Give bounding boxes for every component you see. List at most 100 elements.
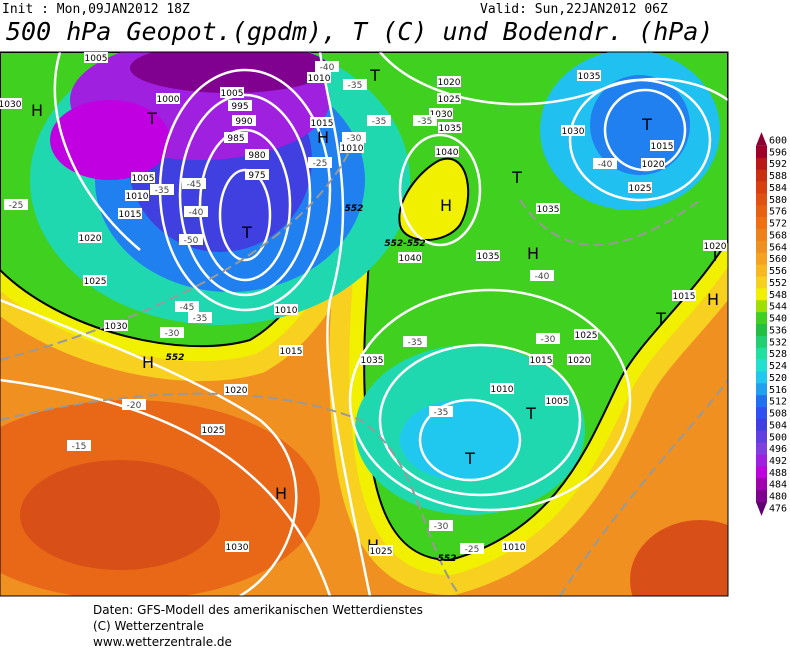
isobar-label: 1005 xyxy=(546,397,569,407)
colorbar-cell xyxy=(756,466,767,479)
temperature-label-box xyxy=(122,399,146,410)
isobar-label-box xyxy=(340,142,364,153)
isobar-label-box xyxy=(369,545,393,556)
isobar-label: 1015 xyxy=(530,356,553,366)
isobar-label: 1025 xyxy=(370,547,393,557)
colorbar-cell xyxy=(756,264,767,277)
colorbar-cell xyxy=(756,181,767,194)
temperature-label: -45 xyxy=(180,303,195,313)
colorbar-label: 564 xyxy=(769,242,787,253)
isobar-label: 1015 xyxy=(651,142,674,152)
temperature-label-box xyxy=(315,61,339,72)
colorbar-cell xyxy=(756,157,767,170)
temperature-label-box xyxy=(536,333,560,344)
isobar-label: 1020 xyxy=(568,356,591,366)
colorbar-cell xyxy=(756,430,767,443)
colorbar-label: 568 xyxy=(769,230,787,241)
pressure-center: H xyxy=(31,101,43,120)
isobar-label: 1030 xyxy=(105,322,128,332)
isobar-label-box xyxy=(628,182,652,193)
isobar-label: 990 xyxy=(235,117,252,127)
isobar-label-box xyxy=(672,290,696,301)
colorbar-cell xyxy=(756,276,767,289)
footer-line: Daten: GFS-Modell des amerikanischen Wet… xyxy=(93,603,423,617)
isobar-label-box xyxy=(131,172,155,183)
isobar-label-box xyxy=(224,384,248,395)
pressure-center: H xyxy=(707,290,719,309)
colorbar-label: 528 xyxy=(769,349,787,360)
isobar-label-box xyxy=(307,72,331,83)
isobar-label-box xyxy=(224,132,248,143)
isobar-label-box xyxy=(650,140,674,151)
colorbar-cell xyxy=(756,347,767,360)
temperature-label-box xyxy=(188,312,212,323)
colorbar-label: 508 xyxy=(769,409,787,420)
isobar-label: 1010 xyxy=(503,543,526,553)
temperature-label: -20 xyxy=(127,401,142,411)
temperature-label: -35 xyxy=(193,314,208,324)
isobar-label: 1010 xyxy=(341,144,364,154)
isobar-label: 1015 xyxy=(280,347,303,357)
colorbar-label: 576 xyxy=(769,207,787,218)
colorbar-label: 500 xyxy=(769,432,787,443)
colorbar-label: 572 xyxy=(769,219,787,230)
isobar-label: 1000 xyxy=(157,95,180,105)
colorbar-cell xyxy=(756,383,767,396)
isobar-label-box xyxy=(561,125,585,136)
colorbar-cell xyxy=(756,335,767,349)
temperature-label: -45 xyxy=(187,180,202,190)
isobar-label: 1010 xyxy=(126,192,149,202)
pressure-center: T xyxy=(146,109,157,128)
colorbar-label: 556 xyxy=(769,266,787,277)
temperature-label-box xyxy=(308,157,332,168)
colorbar-cell xyxy=(756,132,767,146)
height-label: 552-552 xyxy=(384,239,425,249)
isobar-label: 1025 xyxy=(575,331,598,341)
colorbar-cell xyxy=(756,240,767,254)
isobar-label-box xyxy=(245,149,269,160)
colorbar-cell xyxy=(756,359,767,372)
isobar-label-box xyxy=(104,320,128,331)
isobar-label: 1020 xyxy=(704,242,727,252)
isobar-label-box xyxy=(437,93,461,104)
isobar-label-box xyxy=(279,345,303,356)
temperature-label: -40 xyxy=(189,208,204,218)
colorbar-cell xyxy=(756,312,767,325)
colorbar-label: 600 xyxy=(769,136,787,147)
isobar-label: 1005 xyxy=(221,89,244,99)
colorbar-cell xyxy=(756,418,767,432)
isobar-label-box xyxy=(502,541,526,552)
colorbar-cell xyxy=(756,300,767,313)
temperature-label: -25 xyxy=(313,159,328,169)
colorbar-label: 516 xyxy=(769,385,787,396)
colorbar-label: 544 xyxy=(769,302,787,313)
isobar-label: 1030 xyxy=(0,100,22,110)
valid-text: Valid: Sun,22JAN2012 06Z xyxy=(480,2,668,17)
map-title: 500 hPa Geopot.(gpdm), T (C) und Bodendr… xyxy=(6,17,713,46)
colorbar-cell xyxy=(756,193,767,206)
isobar-label: 1015 xyxy=(119,210,142,220)
isobar-label: 1030 xyxy=(226,543,249,553)
temperature-label-box xyxy=(184,206,208,217)
isobar-label-box xyxy=(437,76,461,87)
height-label: 552 xyxy=(345,204,364,214)
map-frame xyxy=(0,51,729,597)
temperature-label-box xyxy=(530,270,554,281)
pressure-center: T xyxy=(511,168,522,187)
isobar-label: 1025 xyxy=(202,426,225,436)
temperature-label: -35 xyxy=(155,186,170,196)
colorbar-label: 476 xyxy=(769,503,787,514)
colorbar-label: 488 xyxy=(769,468,787,479)
isobar-label: 1010 xyxy=(275,306,298,316)
temperature-label: -25 xyxy=(9,201,24,211)
isobar-label: 1015 xyxy=(673,292,696,302)
isobar-label-box xyxy=(156,93,180,104)
isobar-label-box xyxy=(220,87,244,98)
temperature-label-box xyxy=(4,199,28,210)
isobar-label-box xyxy=(429,108,453,119)
isobar-label-box xyxy=(641,158,665,169)
colorbar-cell xyxy=(756,252,767,265)
colorbar-label: 596 xyxy=(769,147,787,158)
pressure-center: T xyxy=(525,404,536,423)
